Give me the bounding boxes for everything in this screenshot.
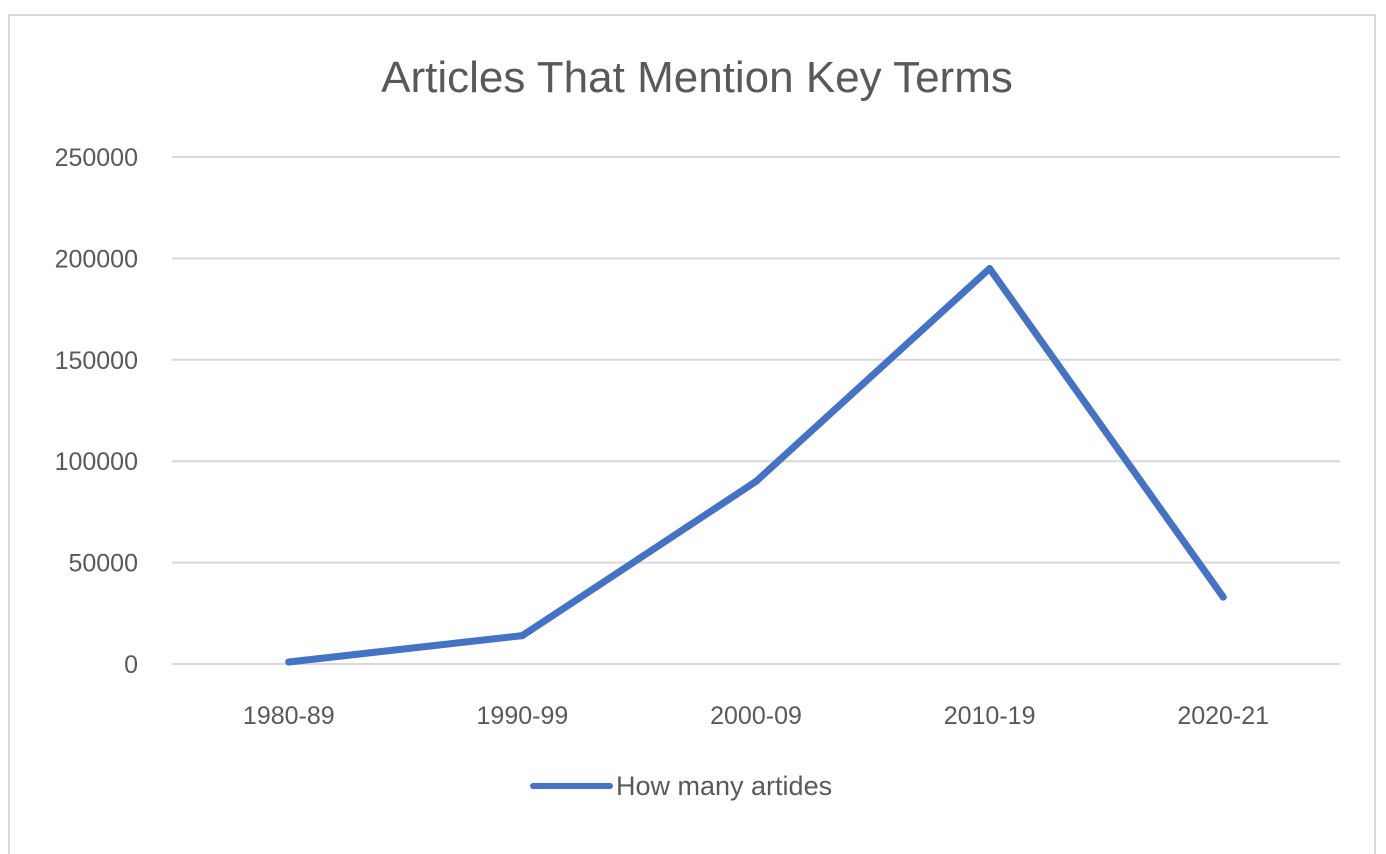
x-tick-label: 1990-99: [477, 702, 569, 730]
y-tick-label: 150000: [55, 347, 138, 375]
y-axis-tick-labels: 0 50000 100000 150000 200000 250000: [55, 144, 138, 679]
series-lines: [285, 265, 1227, 666]
x-tick-label: 1980-89: [243, 702, 335, 730]
legend-label: How many artides: [616, 771, 832, 801]
chart-frame: [8, 14, 1376, 854]
data-point: [752, 477, 760, 485]
x-tick-label: 2020-21: [1177, 702, 1269, 730]
legend: How many artides: [530, 771, 832, 801]
data-point: [518, 632, 526, 640]
y-tick-label: 50000: [68, 550, 138, 578]
y-tick-label: 100000: [55, 448, 138, 476]
y-tick-label: 250000: [55, 144, 138, 172]
series-line-0: [285, 265, 1227, 666]
x-axis-tick-labels: 1980-89 1990-99 2000-09 2010-19 2020-21: [243, 702, 1269, 730]
data-point: [1219, 593, 1227, 601]
y-tick-label: 200000: [55, 245, 138, 273]
gridlines: [172, 156, 1340, 665]
data-point: [986, 265, 994, 273]
chart-title: Articles That Mention Key Terms: [381, 53, 1013, 102]
line-chart: Articles That Mention Key Terms 0 50000 10…: [55, 53, 1340, 801]
x-tick-label: 2000-09: [710, 702, 802, 730]
y-tick-label: 0: [124, 651, 138, 679]
x-tick-label: 2010-19: [944, 702, 1036, 730]
data-point: [285, 658, 293, 666]
